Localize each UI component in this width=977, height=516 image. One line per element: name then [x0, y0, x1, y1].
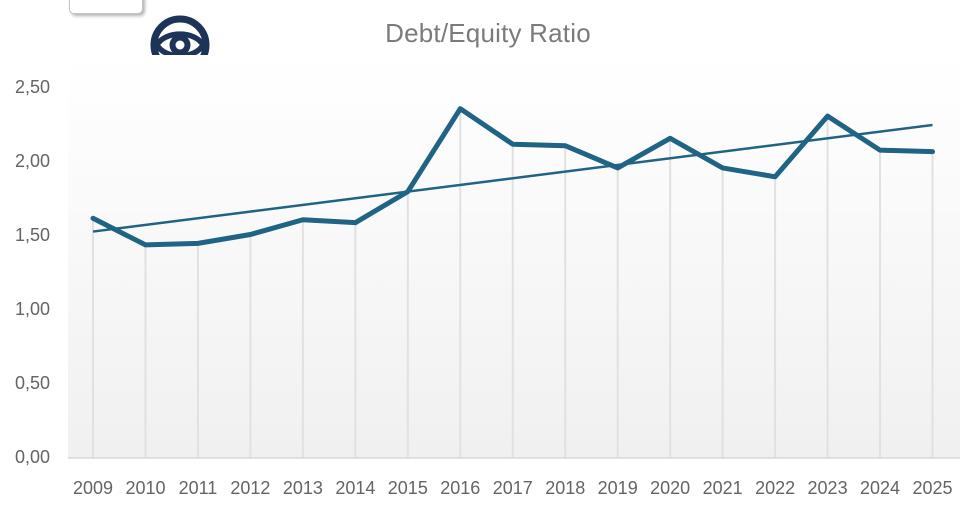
x-tick-label: 2016 [440, 478, 481, 498]
x-tick-label: 2024 [860, 478, 901, 498]
x-tick-label: 2018 [545, 478, 586, 498]
chart-title: Debt/Equity Ratio [385, 18, 591, 48]
x-tick-label: 2015 [387, 478, 428, 498]
x-tick-label: 2014 [335, 478, 376, 498]
x-tick-label: 2012 [230, 478, 271, 498]
y-tick-label: 1,50 [14, 225, 50, 245]
x-tick-label: 2009 [72, 478, 114, 498]
cutoff-button[interactable] [69, 0, 143, 14]
plot-background [68, 55, 960, 458]
trendline [92, 123, 933, 233]
y-tick-label: 1,00 [14, 299, 50, 319]
series-line [90, 106, 935, 248]
y-tick-label: 0,50 [14, 373, 50, 393]
y-tick-label: 0,00 [14, 447, 50, 467]
y-tick-label: 2,50 [14, 77, 50, 97]
x-tick-label: 2010 [125, 478, 166, 498]
x-tick-label: 2023 [807, 478, 848, 498]
x-tick-label: 2013 [282, 478, 323, 498]
x-tick-label: 2022 [755, 478, 796, 498]
y-tick-label: 2,00 [14, 151, 50, 171]
x-tick-label: 2021 [702, 478, 743, 498]
x-tick-label: 2019 [597, 478, 638, 498]
x-tick-label: 2011 [178, 478, 218, 498]
x-tick-label: 2020 [650, 478, 691, 498]
x-tick-label: 2017 [492, 478, 533, 498]
x-tick-label: 2025 [912, 478, 953, 498]
